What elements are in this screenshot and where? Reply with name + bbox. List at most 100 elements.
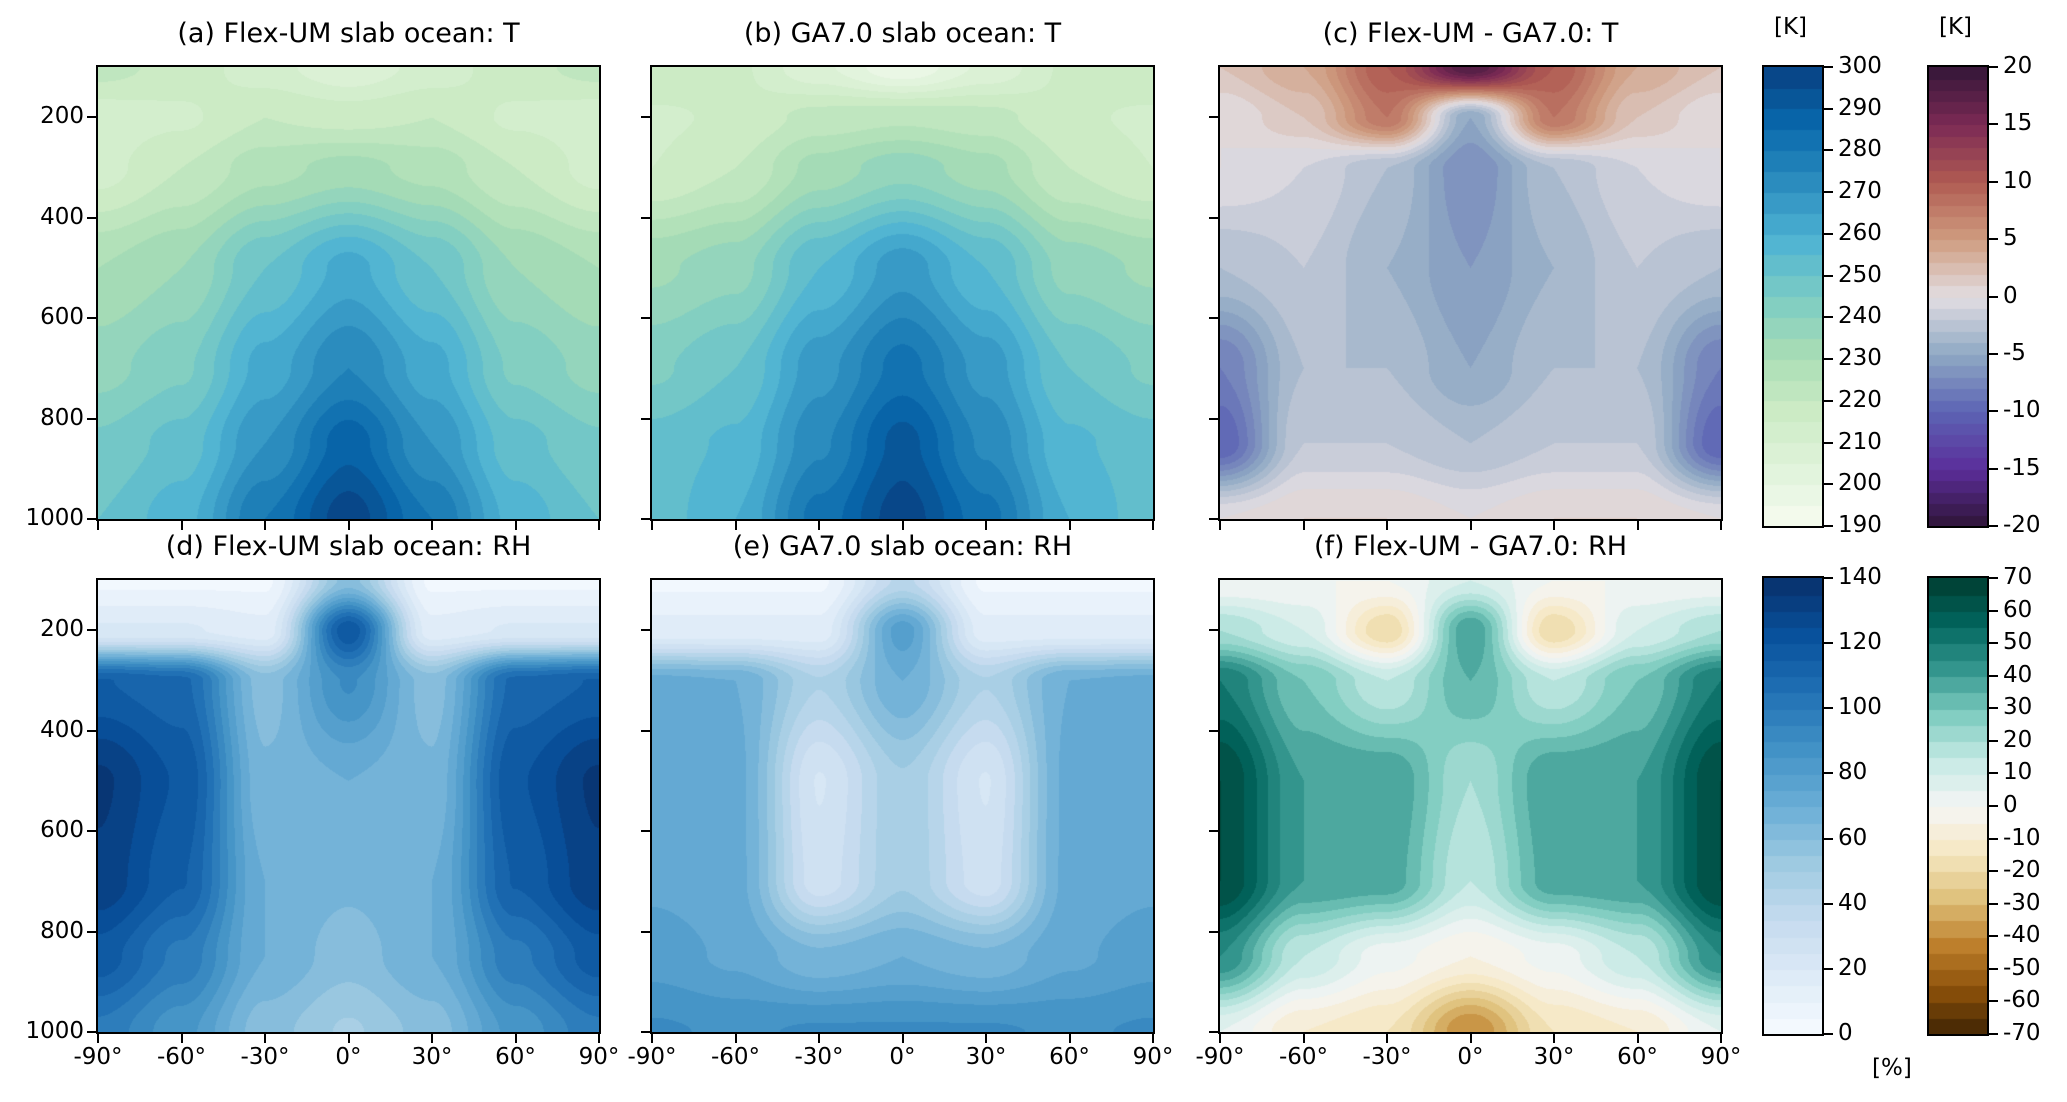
x-tick-label: -90° <box>73 1044 123 1070</box>
x-tick <box>1469 1034 1472 1043</box>
x-tick <box>1152 521 1154 530</box>
x-tick <box>734 1034 737 1043</box>
panel-title: (b) GA7.0 slab ocean: T <box>743 18 1062 49</box>
colorbar-tick <box>1824 642 1833 645</box>
x-tick-label: 60° <box>495 1044 536 1070</box>
x-tick-label: 90° <box>578 1044 620 1070</box>
x-tick <box>1302 521 1305 530</box>
contour-field <box>98 580 599 1032</box>
x-tick <box>1219 1034 1221 1043</box>
y-tick <box>1209 116 1218 119</box>
colorbar-tick <box>1989 805 1998 807</box>
y-tick <box>87 317 96 320</box>
x-tick <box>901 1034 904 1043</box>
colorbar-tick <box>1989 935 1998 938</box>
colorbar-tick <box>1989 609 1998 612</box>
y-tick <box>641 930 650 933</box>
panel-title: (c) Flex-UM - GA7.0: T <box>1322 18 1619 49</box>
colorbar-tick-label: -15 <box>2003 454 2041 481</box>
colorbar-tick <box>1989 467 1998 470</box>
x-tick <box>598 1034 600 1043</box>
x-tick <box>1720 1034 1722 1043</box>
colorbar-tick-label: 10 <box>2003 759 2033 786</box>
colorbar-tick-label: 280 <box>1838 136 1882 163</box>
y-tick <box>1209 629 1218 632</box>
y-tick <box>87 930 96 933</box>
colorbar-tick-label: 20 <box>2003 726 2033 753</box>
colorbar-tick <box>1989 739 1998 742</box>
colorbar-tick-label: 140 <box>1838 564 1882 590</box>
colorbar-tick-label: 190 <box>1838 512 1882 538</box>
y-tick <box>87 1031 96 1033</box>
x-tick <box>1302 1034 1305 1043</box>
colorbar-tick <box>1989 967 1998 970</box>
x-tick <box>1068 521 1071 530</box>
x-tick <box>818 1034 820 1043</box>
contour-field <box>98 67 599 519</box>
colorbar-tick-label: -20 <box>2003 512 2041 538</box>
y-tick <box>87 518 96 520</box>
x-tick-label: -90° <box>1195 1044 1245 1070</box>
x-tick-label: 0° <box>889 1044 916 1070</box>
x-tick-label: 30° <box>965 1044 1007 1070</box>
colorbar-tick-label: 40 <box>1838 889 1868 916</box>
y-tick <box>641 417 650 420</box>
x-tick-label: 90° <box>1132 1044 1174 1070</box>
y-tick <box>1209 317 1218 320</box>
x-tick <box>431 1034 433 1043</box>
colorbar-tick <box>1989 902 1998 905</box>
contour-panel <box>1218 578 1723 1034</box>
x-tick <box>1469 521 1472 530</box>
x-tick <box>1636 521 1639 530</box>
colorbar-tick-label: 10 <box>2003 167 2033 194</box>
colorbar-tick <box>1824 525 1833 527</box>
panel-title: (a) Flex-UM slab ocean: T <box>177 18 520 49</box>
y-tick <box>641 729 650 732</box>
colorbar-tick-label: 120 <box>1838 629 1882 656</box>
panel-title: (f) Flex-UM - GA7.0: RH <box>1313 531 1628 562</box>
x-tick-label: -30° <box>1362 1044 1412 1070</box>
colorbar-tick <box>1824 149 1833 152</box>
colorbar-tick-label: 260 <box>1838 219 1882 246</box>
colorbar-tick <box>1824 837 1833 840</box>
contour-field <box>652 67 1153 519</box>
colorbar-tick <box>1989 238 1998 241</box>
x-tick <box>1219 521 1221 530</box>
colorbar-tick-label: -30 <box>2003 889 2041 916</box>
x-tick-label: 30° <box>1533 1044 1575 1070</box>
x-tick <box>180 521 183 530</box>
contour-field <box>652 580 1153 1032</box>
colorbar-tick-label: 200 <box>1838 470 1882 497</box>
y-tick-label: 400 <box>40 716 84 743</box>
colorbar-tick <box>1824 107 1833 110</box>
colorbar-tick-label: 230 <box>1838 345 1882 372</box>
colorbar-gradient <box>1929 67 1987 526</box>
colorbar-gradient <box>1764 67 1822 526</box>
x-tick <box>651 1034 653 1043</box>
x-tick-label: -60° <box>156 1044 207 1070</box>
colorbar-tick-label: 100 <box>1838 694 1882 721</box>
colorbar-tick-label: -5 <box>2003 339 2026 366</box>
colorbar-tick-label: 60 <box>2003 596 2033 623</box>
x-tick-label: -90° <box>627 1044 677 1070</box>
colorbar-tick-label: 220 <box>1838 386 1882 413</box>
y-tick <box>87 629 96 632</box>
colorbar-tick-label: 60 <box>1838 824 1868 851</box>
colorbar-gradient <box>1764 578 1822 1034</box>
panel-title: (e) GA7.0 slab ocean: RH <box>732 531 1073 562</box>
x-tick <box>734 521 737 530</box>
colorbar-tick <box>1824 707 1833 710</box>
colorbar-tick <box>1989 352 1998 355</box>
y-tick <box>641 216 650 219</box>
colorbar-tick <box>1824 191 1833 194</box>
x-tick <box>1386 521 1388 530</box>
y-tick <box>87 116 96 119</box>
colorbar-tick <box>1989 577 1998 579</box>
x-tick <box>97 521 99 530</box>
colorbar-unit: [%] <box>1872 1055 1912 1081</box>
colorbar-tick-label: 40 <box>2003 661 2033 688</box>
colorbar-tick <box>1824 232 1833 235</box>
colorbar-tick <box>1989 1033 1998 1035</box>
colorbar-tick <box>1989 66 1998 68</box>
